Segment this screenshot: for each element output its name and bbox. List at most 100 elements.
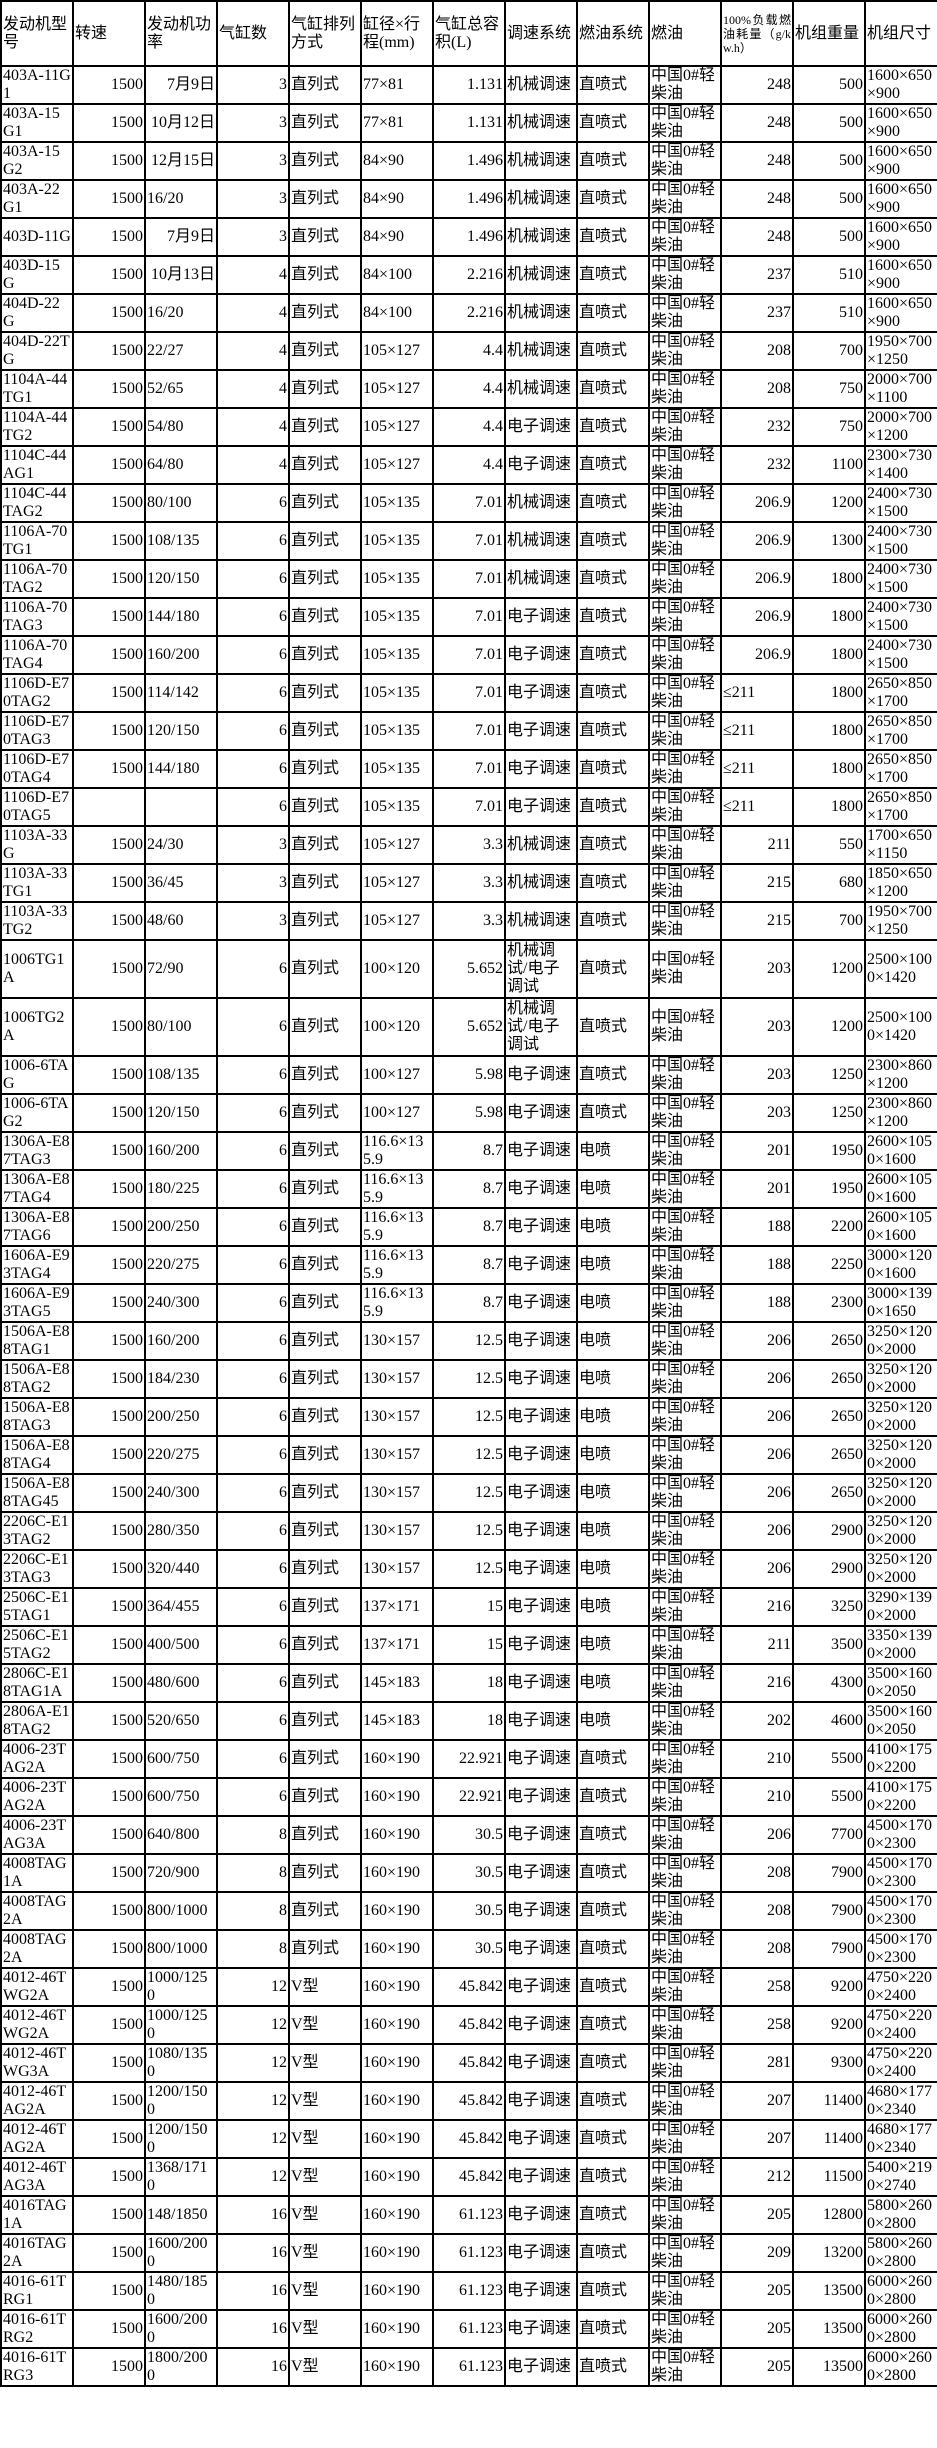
cell-model: 403A-11G1 [0,65,74,105]
cell-weight: 13500 [792,2347,866,2387]
cell-dimensions: 2600×1050×1600 [864,1169,937,1209]
cell-arrangement: 直列式 [288,635,362,675]
cell-bore-stroke: 160×190 [360,2309,434,2349]
cell-speed: 1500 [72,863,146,903]
cell-fuel-consumption: 206 [720,1359,794,1399]
cell-governor: 机械调速 [504,825,578,865]
table-row: 4006-23TAG3A 1500 640/800 8 直列式 160×190 30.5 电子… [0,1815,937,1855]
table-row: 403A-22G1 1500 16/20 3 直列式 84×90 1.496 机械调速 直喷式中… [0,179,937,219]
cell-power: 520/650 [144,1701,218,1741]
cell-model: 1006-6TAG [0,1055,74,1095]
cell-fuel-system: 直喷式 [576,787,650,827]
cell-cylinders: 3 [216,179,290,219]
table-row: 1106A-70TAG3 1500 144/180 6 直列式 105×135 7.01 电子… [0,597,937,637]
cell-power: 320/440 [144,1549,218,1589]
cell-fuel: 中国0#轻柴油 [648,1663,722,1703]
cell-cylinders: 4 [216,331,290,371]
cell-arrangement: 直列式 [288,1815,362,1855]
cell-dimensions: 3250×1200×2000 [864,1435,937,1475]
cell-arrangement: V型 [288,2233,362,2273]
cell-bore-stroke: 105×127 [360,825,434,865]
cell-displacement: 8.7 [432,1283,506,1323]
cell-fuel-consumption: 206 [720,1435,794,1475]
cell-governor: 电子调速 [504,2347,578,2387]
cell-bore-stroke: 160×190 [360,2005,434,2045]
table-row: 403D-11G 1500 7月9日 3 直列式 84×90 1.496 机械调速 直喷式 中国0… [0,217,937,257]
cell-arrangement: V型 [288,2081,362,2121]
cell-dimensions: 1600×650×900 [864,293,937,333]
header-power: 发动机功率 [144,0,218,67]
cell-dimensions: 2650×850×1700 [864,711,937,751]
table-row: 1506A-E88TAG3 1500 200/250 6 直列式 130×157 12.5 电… [0,1397,937,1437]
cell-displacement: 4.4 [432,407,506,447]
table-row: 1106D-E70TAG2 1500 114/142 6 直列式 105×135 7.01 电… [0,673,937,713]
cell-bore-stroke: 116.6×135.9 [360,1169,434,1209]
table-row: 1104A-44TG2 1500 54/80 4 直列式 105×127 4.4 电子调速 直喷… [0,407,937,447]
cell-power: 80/100 [144,483,218,523]
table-row: 1006TG2A 1500 80/100 6 直列式 100×120 5.652 机械调试/电… [0,997,937,1057]
cell-power: 240/300 [144,1473,218,1513]
cell-model: 4012-46TAG2A [0,2119,74,2159]
table-row: 4012-46TAG2A 1500 1200/1500 12 V型 160×190 45.8… [0,2119,937,2159]
cell-displacement: 7.01 [432,559,506,599]
cell-bore-stroke: 160×190 [360,2119,434,2159]
cell-dimensions: 2400×730×1500 [864,597,937,637]
cell-fuel-system: 电喷 [576,1701,650,1741]
table-row: 2206C-E13TAG2 1500 280/350 6 直列式 130×157 12.5 电… [0,1511,937,1551]
cell-power: 114/142 [144,673,218,713]
cell-speed: 1500 [72,825,146,865]
cell-displacement: 30.5 [432,1891,506,1931]
cell-weight: 4600 [792,1701,866,1741]
cell-cylinders: 6 [216,1663,290,1703]
cell-weight: 2650 [792,1435,866,1475]
cell-fuel-consumption: 207 [720,2119,794,2159]
cell-displacement: 18 [432,1663,506,1703]
table-row: 1006-6TAG2 1500 120/150 6 直列式 100×127 5.98 电子调速… [0,1093,937,1133]
cell-cylinders: 4 [216,293,290,333]
cell-fuel: 中国0#轻柴油 [648,255,722,295]
header-model: 发动机型号 [0,0,74,67]
cell-arrangement: 直列式 [288,1625,362,1665]
cell-fuel-system: 直喷式 [576,559,650,599]
cell-weight: 1800 [792,559,866,599]
cell-dimensions: 2400×730×1500 [864,635,937,675]
cell-power: 364/455 [144,1587,218,1627]
cell-power: 1200/1500 [144,2081,218,2121]
table-row: 1006TG1A 1500 72/90 6 直列式 100×120 5.652 机械调试/电子… [0,939,937,999]
cell-arrangement: 直列式 [288,673,362,713]
cell-power: 120/150 [144,1093,218,1133]
header-weight: 机组重量 [792,0,866,67]
cell-speed: 1500 [72,1473,146,1513]
cell-power: 184/230 [144,1359,218,1399]
cell-fuel-system: 直喷式 [576,2233,650,2273]
cell-fuel-consumption: 203 [720,1093,794,1133]
cell-dimensions: 4680×1770×2340 [864,2119,937,2159]
cell-bore-stroke: 160×190 [360,1853,434,1893]
header-speed: 转速 [72,0,146,67]
cell-model: 1006TG2A [0,997,74,1057]
cell-governor: 电子调速 [504,2157,578,2197]
engine-spec-table: 发动机型号 转速 发动机功率 气缸数 气缸排列方式 缸径×行程(mm) 气缸总容… [0,0,937,2387]
cell-arrangement: 直列式 [288,141,362,181]
cell-bore-stroke: 105×127 [360,331,434,371]
cell-cylinders: 6 [216,1055,290,1095]
cell-displacement: 5.98 [432,1055,506,1095]
cell-power: 120/150 [144,559,218,599]
cell-fuel: 中国0#轻柴油 [648,939,722,999]
cell-dimensions: 3350×1390×2000 [864,1625,937,1665]
table-row: 1306A-E87TAG6 1500 200/250 6 直列式 116.6×135.9 8… [0,1207,937,1247]
cell-speed: 1500 [72,1321,146,1361]
cell-fuel-consumption: 201 [720,1169,794,1209]
cell-dimensions: 1600×650×900 [864,179,937,219]
table-row: 4012-46TWG2A 1500 1000/1250 12 V型 160×190 45.8… [0,1967,937,2007]
table-row: 1106D-E70TAG3 1500 120/150 6 直列式 105×135 7.01 电… [0,711,937,751]
cell-power: 36/45 [144,863,218,903]
cell-fuel-system: 电喷 [576,1549,650,1589]
cell-displacement: 12.5 [432,1397,506,1437]
cell-displacement: 61.123 [432,2233,506,2273]
cell-fuel: 中国0#轻柴油 [648,825,722,865]
cell-fuel-system: 直喷式 [576,1967,650,2007]
cell-displacement: 3.3 [432,825,506,865]
cell-power: 148/1850 [144,2195,218,2235]
cell-weight: 9200 [792,1967,866,2007]
